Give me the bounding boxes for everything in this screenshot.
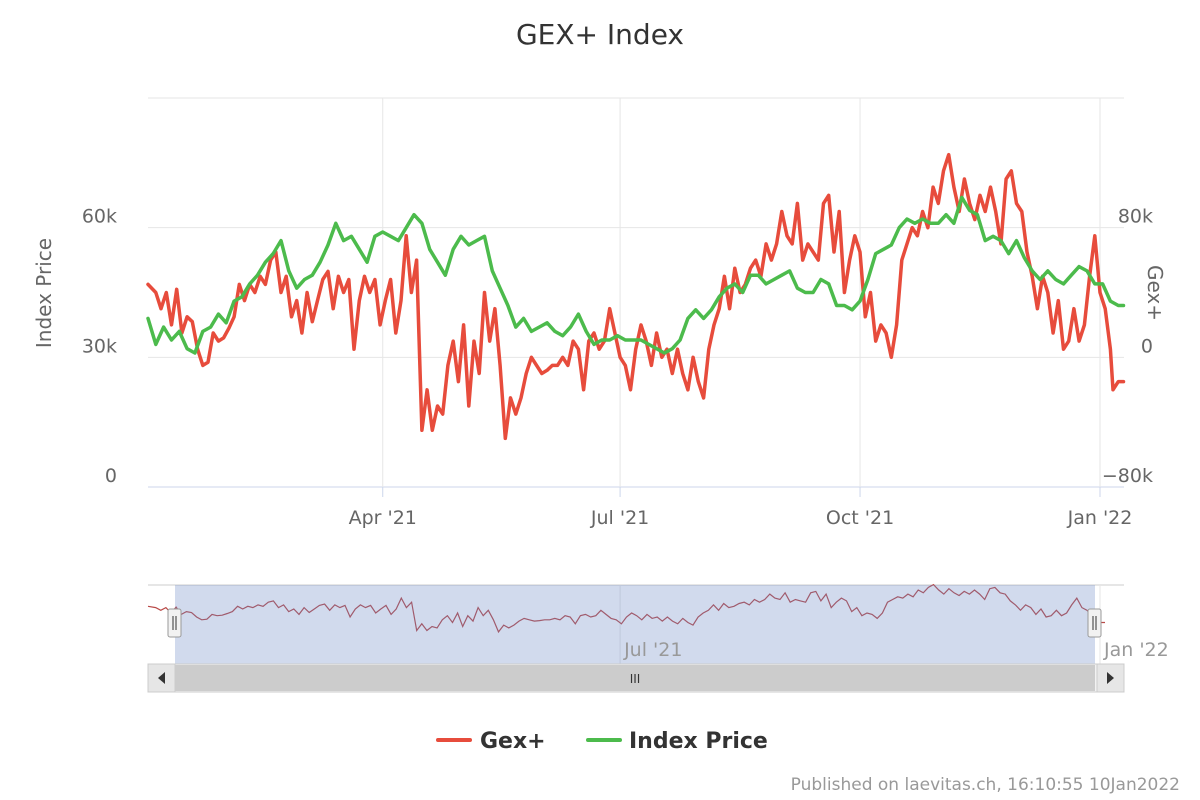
scrollbar[interactable]: III (147, 663, 1125, 693)
y-left-tick-label: 60k (82, 206, 117, 228)
scrollbar-grip-icon: III (630, 672, 641, 686)
y-right-tick-label: 80k (1118, 206, 1153, 228)
series-line-index-price[interactable] (146, 195, 1126, 355)
y-axis-left: 0 30k 60k (82, 206, 117, 487)
credits-link[interactable]: Published on laevitas.ch, 16:10:55 10Jan… (791, 775, 1180, 795)
y-axis-right-title: Gex+ (1143, 265, 1167, 321)
series-line-gex[interactable] (146, 152, 1126, 441)
navigator-tick-label: Jul '21 (623, 639, 682, 661)
y-left-tick-label: 30k (82, 335, 117, 357)
y-axis-left-title: Index Price (32, 238, 56, 348)
navigator-series (147, 583, 1105, 634)
x-tick-label: Oct '21 (826, 507, 894, 529)
legend-label-index-price: Index Price (629, 729, 768, 754)
navigator-tick-label: Jan '22 (1103, 639, 1169, 661)
legend: Gex+ Index Price (436, 729, 768, 754)
x-tick-label: Jul '21 (590, 507, 649, 529)
chart-title: GEX+ Index (516, 18, 684, 51)
grid (148, 97, 1124, 488)
plot-area[interactable] (146, 152, 1126, 441)
y-axis-right: −80k 0 80k (1102, 206, 1153, 487)
legend-label-gex: Gex+ (480, 729, 546, 754)
navigator-selection[interactable] (175, 585, 1095, 664)
scrollbar-thumb[interactable] (175, 665, 1095, 691)
y-right-tick-label: 0 (1141, 335, 1153, 357)
arrow-right-icon (1107, 672, 1114, 684)
navigator-ticks: Jul '21 Jan '22 (623, 639, 1169, 661)
navigator-handle-left[interactable] (167, 608, 182, 638)
navigator-handle-right[interactable] (1087, 608, 1102, 638)
legend-item-index-price[interactable]: Index Price (586, 729, 768, 754)
y-right-tick-label: −80k (1102, 465, 1153, 487)
x-tick-label: Apr '21 (349, 507, 417, 529)
legend-item-gex[interactable]: Gex+ (436, 729, 546, 754)
arrow-left-icon (158, 672, 165, 684)
x-tick-label: Jan '22 (1067, 507, 1133, 529)
navigator[interactable]: Jul '21 Jan '22 (147, 583, 1169, 664)
y-left-tick-label: 0 (105, 465, 117, 487)
x-axis: Apr '21 Jul '21 Oct '21 Jan '22 (349, 487, 1133, 529)
